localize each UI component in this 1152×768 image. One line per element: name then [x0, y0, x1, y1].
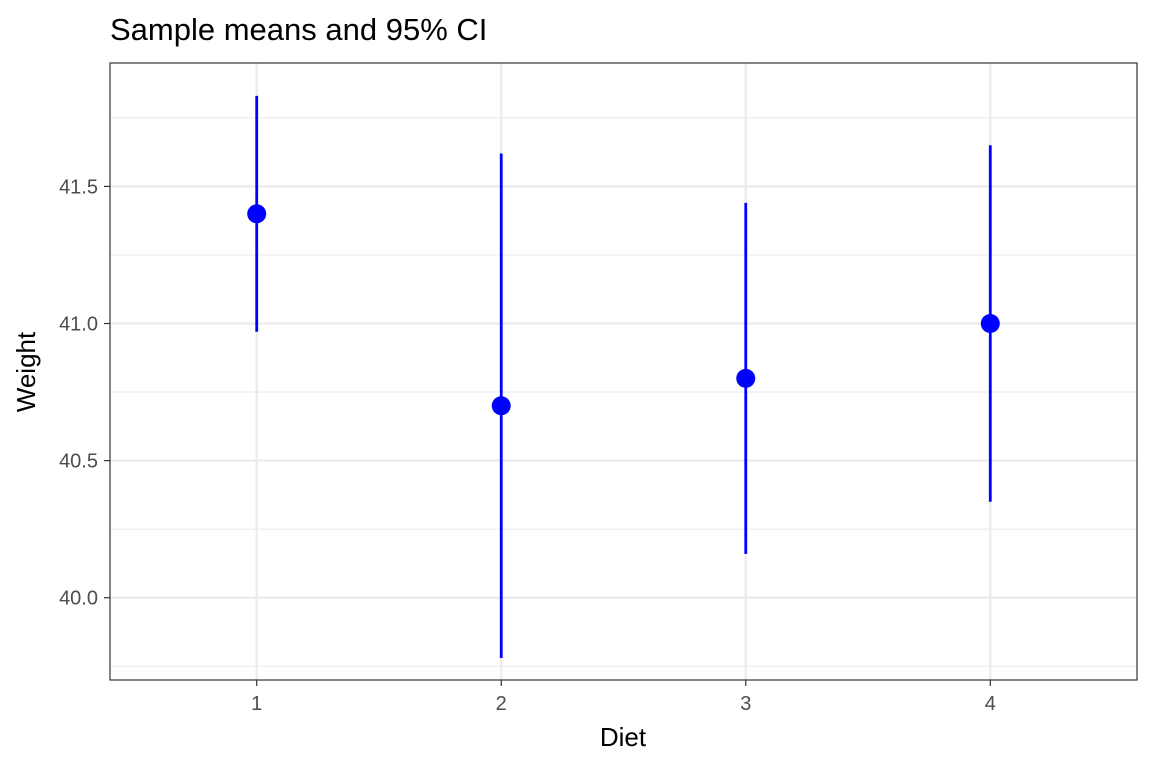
y-axis-ticks: 40.0 40.5 41.0 41.5	[59, 176, 110, 610]
x-tick-label: 3	[740, 693, 751, 715]
x-tick-label: 4	[985, 693, 996, 715]
y-axis-title: Weight	[11, 331, 41, 412]
x-tick-label: 1	[251, 693, 262, 715]
panel-border	[109, 62, 1138, 681]
data-point	[980, 314, 1000, 334]
y-tick-label: 40.0	[59, 588, 98, 610]
y-tick-label: 41.5	[59, 176, 98, 198]
x-tick-label: 2	[496, 693, 507, 715]
data-point	[491, 396, 511, 416]
data-point	[736, 368, 756, 388]
data-point	[247, 204, 267, 224]
y-tick-label: 41.0	[59, 314, 98, 336]
y-tick-label: 40.5	[59, 451, 98, 473]
x-axis-title: Diet	[600, 722, 647, 752]
data-points	[247, 204, 1000, 416]
x-axis-ticks: 1 2 3 4	[251, 680, 996, 715]
grid	[110, 63, 1137, 680]
error-bars	[255, 95, 992, 659]
chart-title: Sample means and 95% CI	[110, 12, 487, 47]
